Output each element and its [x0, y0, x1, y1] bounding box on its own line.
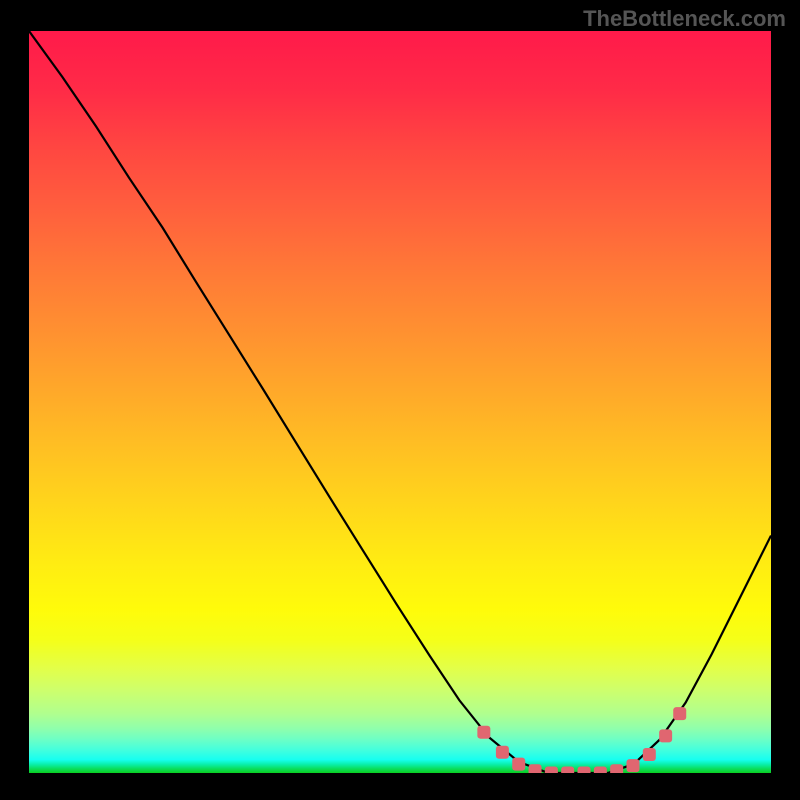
curve-marker [561, 767, 574, 774]
curve-marker [673, 707, 686, 720]
curve-marker [529, 764, 542, 773]
curve-marker [578, 767, 591, 774]
curve-marker [610, 764, 623, 773]
bottleneck-curve [29, 31, 771, 773]
curve-marker [512, 758, 525, 771]
curve-marker [659, 729, 672, 742]
curve-marker [594, 767, 607, 774]
chart-plot-area [29, 31, 771, 773]
curve-marker [626, 759, 639, 772]
curve-marker [477, 726, 490, 739]
curve-marker [643, 748, 656, 761]
curve-marker [496, 746, 509, 759]
watermark-text: TheBottleneck.com [583, 6, 786, 32]
curve-marker [545, 767, 558, 774]
marker-group [477, 707, 686, 773]
curve-layer [29, 31, 771, 773]
